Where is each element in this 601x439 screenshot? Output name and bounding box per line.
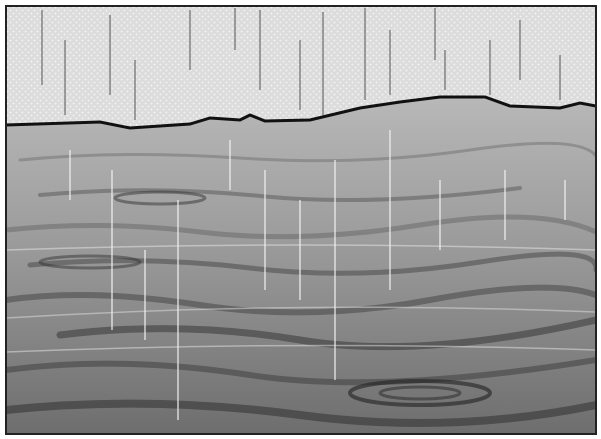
rain-dark [41, 8, 561, 120]
water [6, 97, 596, 434]
ripples [6, 141, 596, 427]
rain-light [69, 130, 566, 420]
horizon [6, 95, 596, 130]
scene [6, 6, 596, 434]
panel-border [5, 5, 597, 435]
